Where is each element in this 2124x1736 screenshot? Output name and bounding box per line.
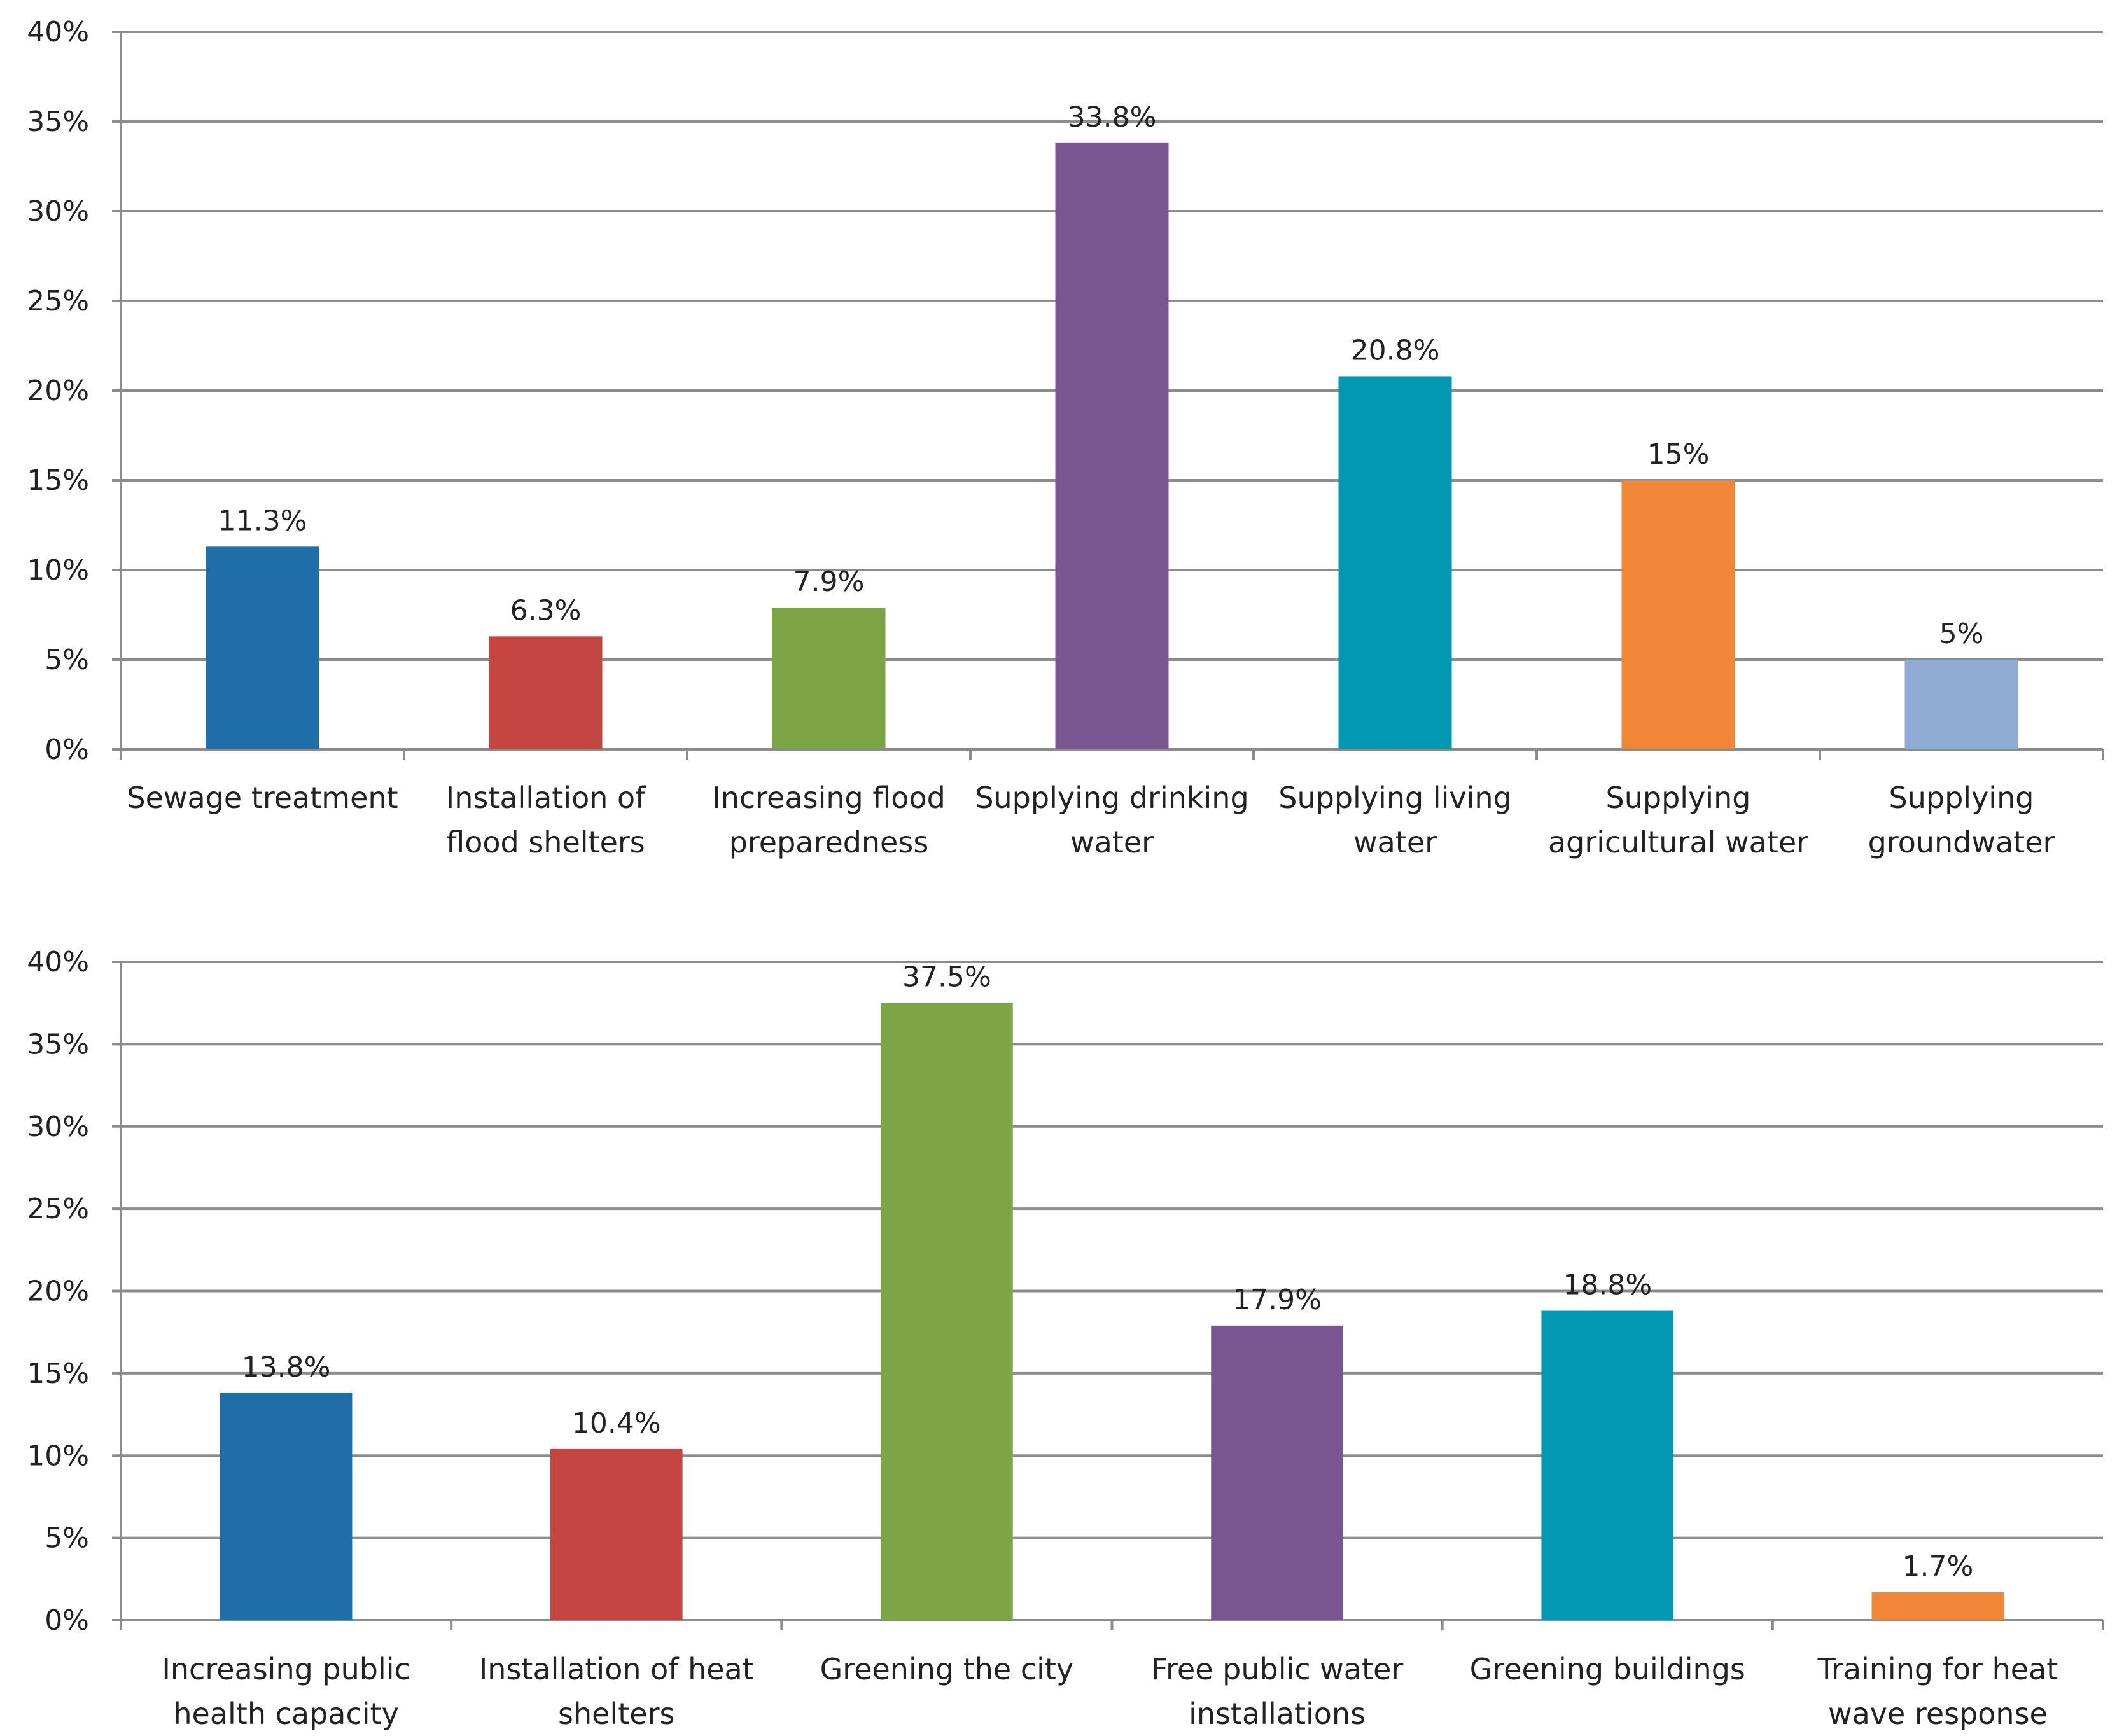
- y-tick-label: 15%: [27, 464, 89, 497]
- data-label: 37.5%: [902, 961, 991, 994]
- bar: [772, 608, 886, 749]
- category-label: Sewage treatment: [127, 781, 398, 815]
- data-label: 10.4%: [572, 1407, 661, 1440]
- bar: [206, 546, 319, 749]
- y-tick-label: 20%: [27, 1275, 89, 1308]
- category-label: Increasing flood: [712, 781, 946, 815]
- y-tick-label: 40%: [27, 16, 89, 48]
- category-label: preparedness: [729, 825, 929, 859]
- data-label: 7.9%: [793, 566, 865, 598]
- category-label: water: [1353, 825, 1437, 859]
- bar: [881, 1003, 1013, 1620]
- data-label: 20.8%: [1351, 334, 1440, 366]
- category-label: agricultural water: [1548, 825, 1808, 859]
- y-tick-label: 25%: [27, 1193, 89, 1225]
- category-label: shelters: [558, 1697, 674, 1731]
- y-tick-label: 0%: [45, 733, 89, 766]
- data-label: 5%: [1939, 618, 1984, 650]
- y-tick-label: 40%: [27, 946, 89, 978]
- category-label: Supplying: [1889, 781, 2034, 815]
- chart-1: 0% 5% 10% 15% 20% 25% 30% 35% 40% 11.3% Sewage tre…: [27, 16, 2104, 859]
- bar: [1621, 480, 1735, 749]
- data-label: 33.8%: [1068, 101, 1157, 134]
- category-label: groundwater: [1868, 825, 2055, 859]
- data-label: 18.8%: [1563, 1269, 1652, 1302]
- y-tick-label: 35%: [27, 106, 89, 138]
- data-label: 15%: [1647, 438, 1710, 471]
- category-label: Installation of heat: [479, 1652, 754, 1686]
- category-label: Supplying: [1606, 781, 1751, 815]
- y-tick-label: 5%: [45, 1522, 89, 1555]
- y-tick-label: 25%: [27, 285, 89, 317]
- data-label: 1.7%: [1903, 1550, 1974, 1583]
- category-label: wave response: [1828, 1697, 2048, 1731]
- category-label: Greening the city: [820, 1652, 1074, 1686]
- bar: [1871, 1592, 2004, 1620]
- category-label: Installation of: [446, 781, 647, 815]
- chart-2: 0% 5% 10% 15% 20% 25% 30% 35% 40% 13.8% Increasing…: [27, 946, 2104, 1731]
- data-label: 13.8%: [242, 1351, 331, 1384]
- bar: [1541, 1310, 1674, 1620]
- bar: [220, 1392, 353, 1620]
- data-label: 6.3%: [510, 594, 582, 627]
- y-tick-label: 5%: [45, 644, 89, 676]
- y-tick-label: 35%: [27, 1028, 89, 1060]
- category-label: Training for heat: [1817, 1652, 2058, 1686]
- bar: [1211, 1325, 1343, 1620]
- category-label: health capacity: [173, 1697, 398, 1731]
- y-tick-label: 10%: [27, 554, 89, 587]
- bar: [489, 636, 603, 749]
- data-label: 11.3%: [218, 504, 307, 537]
- category-label: Increasing public: [162, 1652, 410, 1686]
- y-tick-label: 30%: [27, 195, 89, 228]
- y-tick-label: 30%: [27, 1111, 89, 1143]
- y-tick-label: 20%: [27, 375, 89, 407]
- category-label: flood shelters: [446, 825, 645, 859]
- y-tick-label: 15%: [27, 1358, 89, 1390]
- bar: [1904, 660, 2018, 749]
- data-label: 17.9%: [1233, 1284, 1322, 1316]
- bar: [1055, 142, 1169, 750]
- bar: [1338, 376, 1452, 749]
- category-label: Supplying drinking: [975, 781, 1248, 815]
- y-tick-label: 0%: [45, 1604, 89, 1637]
- category-label: installations: [1189, 1697, 1366, 1731]
- category-label: Greening buildings: [1470, 1652, 1745, 1686]
- bar: [550, 1448, 683, 1620]
- category-label: Supplying living: [1278, 781, 1511, 815]
- y-tick-label: 10%: [27, 1440, 89, 1472]
- category-label: Free public water: [1151, 1652, 1403, 1686]
- category-label: water: [1070, 825, 1154, 859]
